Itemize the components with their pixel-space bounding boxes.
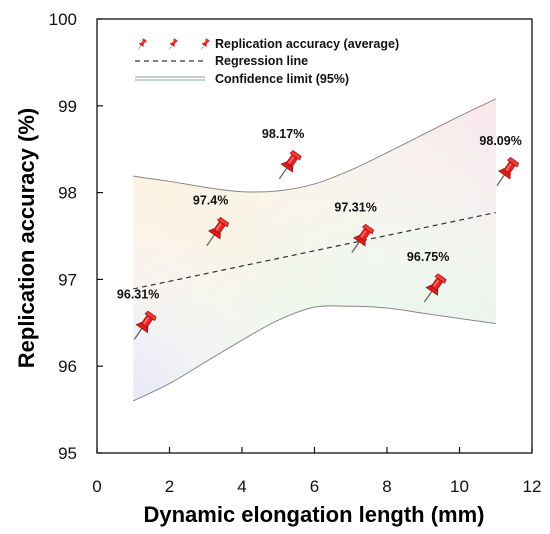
data-point-pushpin-icon bbox=[206, 216, 230, 246]
regression-line bbox=[133, 211, 496, 290]
regression-line-layer bbox=[133, 211, 496, 290]
x-tick-label: 12 bbox=[523, 477, 542, 496]
confidence-band-tint bbox=[133, 98, 496, 401]
legend-label-regression: Regression line bbox=[215, 54, 308, 68]
x-tick-label: 8 bbox=[382, 477, 391, 496]
confidence-lower-curve bbox=[133, 305, 496, 402]
data-label: 97.4% bbox=[193, 194, 228, 208]
legend-pushpin-icon bbox=[201, 38, 210, 50]
data-point-pushpin-icon bbox=[278, 150, 302, 180]
y-tick-label: 97 bbox=[58, 270, 77, 289]
legend-label-accuracy: Replication accuracy (average) bbox=[215, 37, 399, 51]
data-points bbox=[133, 150, 520, 340]
x-axis-title: Dynamic elongation length (mm) bbox=[143, 502, 484, 527]
data-point-pushpin-icon bbox=[423, 273, 447, 303]
x-tick-label: 10 bbox=[450, 477, 469, 496]
legend-pushpin-icon bbox=[169, 38, 178, 50]
data-label: 96.75% bbox=[407, 250, 449, 264]
data-label: 96.31% bbox=[117, 287, 159, 301]
axes: 0 2 4 6 8 10 12 95 96 97 98 99 100 bbox=[49, 10, 542, 496]
x-tick-label: 0 bbox=[92, 477, 101, 496]
data-labels: 96.31% 97.4% 98.17% 97.31% 96.75% 98.09% bbox=[117, 127, 522, 302]
x-tick-label: 6 bbox=[310, 477, 319, 496]
legend-label-confidence: Confidence limit (95%) bbox=[215, 72, 349, 86]
legend: Replication accuracy (average) Regressio… bbox=[135, 37, 399, 86]
y-tick-label: 95 bbox=[58, 444, 77, 463]
confidence-band bbox=[133, 98, 496, 402]
data-label: 98.09% bbox=[479, 134, 521, 148]
y-axis-title: Replication accuracy (%) bbox=[14, 108, 39, 368]
y-tick-label: 99 bbox=[58, 97, 77, 116]
data-label: 98.17% bbox=[262, 127, 304, 141]
data-point-pushpin-icon bbox=[133, 310, 157, 340]
confidence-upper-curve bbox=[133, 98, 496, 193]
y-tick-label: 98 bbox=[58, 184, 77, 203]
legend-pushpin-icon bbox=[138, 38, 147, 50]
legend-pushpin-markers bbox=[138, 38, 210, 50]
data-point-pushpin-icon bbox=[351, 223, 375, 253]
x-tick-label: 2 bbox=[165, 477, 174, 496]
data-point-pushpin-icon bbox=[496, 157, 520, 187]
y-tick-label: 100 bbox=[49, 10, 77, 29]
data-label: 97.31% bbox=[334, 201, 376, 215]
y-tick-label: 96 bbox=[58, 357, 77, 376]
x-tick-label: 4 bbox=[237, 477, 246, 496]
